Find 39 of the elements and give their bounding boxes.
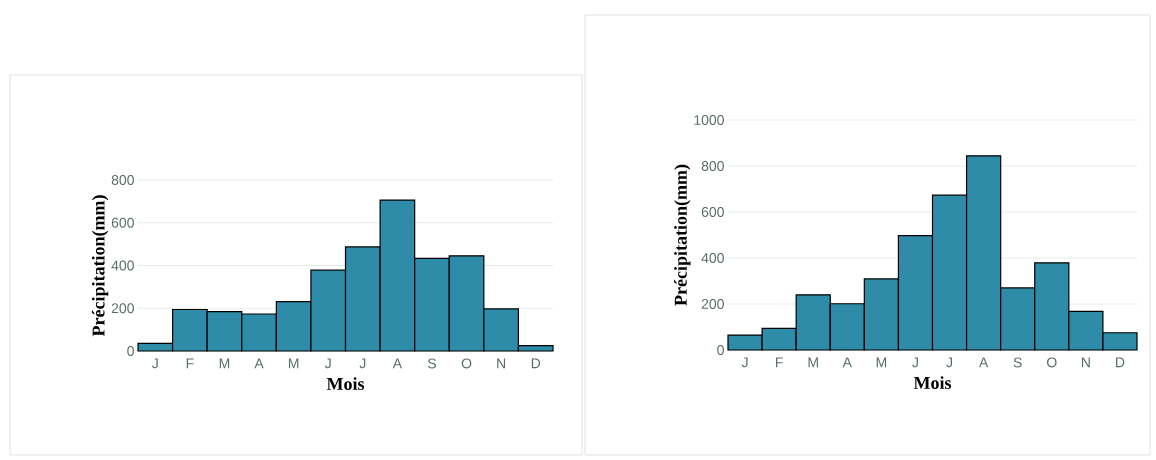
- x-tick-label: S: [427, 358, 436, 369]
- y-tick-label: 600: [701, 207, 724, 217]
- y-tick-label: 400: [111, 260, 134, 271]
- y-tick-label: 800: [111, 175, 134, 185]
- x-tick-label: J: [741, 357, 748, 368]
- y-tick-label: 200: [111, 303, 134, 314]
- y-tick-label: 800: [701, 161, 724, 171]
- y-tick-label: 200: [701, 299, 724, 309]
- x-tick-label: N: [1081, 357, 1090, 368]
- x-tick-label: J: [946, 357, 952, 368]
- x-tick-label: J: [359, 358, 366, 369]
- x-tick-label: A: [254, 358, 264, 369]
- x-tick-label: O: [461, 358, 472, 369]
- y-tick-label: 0: [717, 345, 724, 355]
- x-tick-label: A: [842, 357, 852, 368]
- x-axis-title: Mois: [326, 377, 365, 390]
- x-axis-title: Mois: [913, 376, 952, 389]
- x-tick-label: J: [912, 357, 918, 368]
- x-tick-label: D: [1116, 357, 1125, 368]
- x-tick-label: F: [776, 357, 783, 368]
- y-axis-title: Précipitation(mm): [91, 195, 109, 337]
- x-tick-label: A: [978, 357, 989, 368]
- x-tick-label: M: [219, 358, 230, 369]
- y-tick-label: 0: [127, 346, 134, 356]
- x-tick-label: J: [152, 358, 158, 369]
- y-tick-label: 1000: [694, 115, 724, 125]
- y-tick-label: 600: [111, 217, 134, 228]
- x-tick-label: A: [392, 358, 403, 369]
- x-tick-label: J: [324, 358, 331, 369]
- x-tick-label: O: [1047, 357, 1057, 368]
- x-tick-label: M: [876, 357, 887, 368]
- x-tick-label: D: [531, 358, 541, 369]
- y-tick-label: 400: [701, 253, 724, 263]
- x-tick-label: M: [288, 358, 299, 369]
- x-tick-label: N: [497, 358, 506, 369]
- x-tick-label: F: [186, 358, 194, 369]
- x-tick-label: S: [1013, 357, 1022, 368]
- x-tick-label: M: [808, 357, 818, 368]
- y-axis-title: Précipitation(mm): [674, 164, 691, 306]
